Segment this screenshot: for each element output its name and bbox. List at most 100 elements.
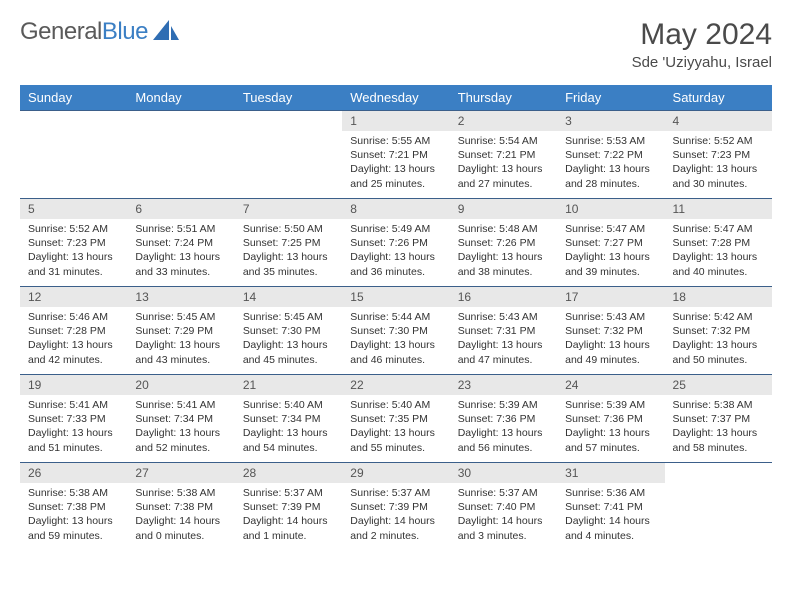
day-info: Sunrise: 5:48 AMSunset: 7:26 PMDaylight:…	[450, 219, 557, 285]
day-cell: 18Sunrise: 5:42 AMSunset: 7:32 PMDayligh…	[665, 287, 772, 375]
day-number: 22	[342, 375, 449, 395]
day-number: 7	[235, 199, 342, 219]
day-number: 18	[665, 287, 772, 307]
sunrise-line: Sunrise: 5:48 AM	[458, 222, 549, 236]
daylight-line: Daylight: 13 hours and 42 minutes.	[28, 338, 119, 366]
day-cell: 1Sunrise: 5:55 AMSunset: 7:21 PMDaylight…	[342, 111, 449, 199]
day-number: 14	[235, 287, 342, 307]
daylight-line: Daylight: 13 hours and 39 minutes.	[565, 250, 656, 278]
day-cell: 24Sunrise: 5:39 AMSunset: 7:36 PMDayligh…	[557, 375, 664, 463]
sunrise-line: Sunrise: 5:38 AM	[135, 486, 226, 500]
sunrise-line: Sunrise: 5:49 AM	[350, 222, 441, 236]
day-number: 26	[20, 463, 127, 483]
sunrise-line: Sunrise: 5:42 AM	[673, 310, 764, 324]
sunrise-line: Sunrise: 5:37 AM	[458, 486, 549, 500]
sunset-line: Sunset: 7:36 PM	[458, 412, 549, 426]
sail-icon	[153, 20, 179, 45]
day-cell: 9Sunrise: 5:48 AMSunset: 7:26 PMDaylight…	[450, 199, 557, 287]
daylight-line: Daylight: 13 hours and 43 minutes.	[135, 338, 226, 366]
day-number: 28	[235, 463, 342, 483]
day-cell: 10Sunrise: 5:47 AMSunset: 7:27 PMDayligh…	[557, 199, 664, 287]
day-cell: 26 Sunrise: 5:38 AMSunset: 7:38 PMDayligh…	[20, 463, 127, 551]
daylight-line: Daylight: 13 hours and 38 minutes.	[458, 250, 549, 278]
calendar-table: SundayMondayTuesdayWednesdayThursdayFrid…	[20, 85, 772, 551]
sunset-line: Sunset: 7:34 PM	[135, 412, 226, 426]
sunset-line: Sunset: 7:32 PM	[565, 324, 656, 338]
daylight-line: Daylight: 13 hours and 31 minutes.	[28, 250, 119, 278]
day-info: Sunrise: 5:47 AMSunset: 7:28 PMDaylight:…	[665, 219, 772, 285]
day-number: 4	[665, 111, 772, 131]
day-info: Sunrise: 5:50 AMSunset: 7:25 PMDaylight:…	[235, 219, 342, 285]
daylight-line: Daylight: 13 hours and 47 minutes.	[458, 338, 549, 366]
day-info: Sunrise: 5:46 AMSunset: 7:28 PMDaylight:…	[20, 307, 127, 373]
day-info: Sunrise: 5:40 AMSunset: 7:34 PMDaylight:…	[235, 395, 342, 461]
day-info: Sunrise: 5:45 AMSunset: 7:29 PMDaylight:…	[127, 307, 234, 373]
day-number: 17	[557, 287, 664, 307]
sunset-line: Sunset: 7:33 PM	[28, 412, 119, 426]
day-cell	[127, 111, 234, 199]
day-info: Sunrise: 5:36 AMSunset: 7:41 PMDaylight:…	[557, 483, 664, 549]
daylight-line: Daylight: 13 hours and 58 minutes.	[673, 426, 764, 454]
daylight-line: Daylight: 13 hours and 52 minutes.	[135, 426, 226, 454]
logo-word2: Blue	[102, 18, 148, 45]
day-number: 23	[450, 375, 557, 395]
day-info: Sunrise: 5:55 AMSunset: 7:21 PMDaylight:…	[342, 131, 449, 197]
daylight-line: Daylight: 13 hours and 55 minutes.	[350, 426, 441, 454]
day-number: 2	[450, 111, 557, 131]
day-header-cell: Friday	[557, 85, 664, 111]
sunset-line: Sunset: 7:30 PM	[243, 324, 334, 338]
sunset-line: Sunset: 7:29 PM	[135, 324, 226, 338]
day-info: Sunrise: 5:37 AMSunset: 7:39 PMDaylight:…	[342, 483, 449, 549]
day-info: Sunrise: 5:45 AMSunset: 7:30 PMDaylight:…	[235, 307, 342, 373]
day-cell: 31Sunrise: 5:36 AMSunset: 7:41 PMDayligh…	[557, 463, 664, 551]
day-cell: 11Sunrise: 5:47 AMSunset: 7:28 PMDayligh…	[665, 199, 772, 287]
day-cell: 6Sunrise: 5:51 AMSunset: 7:24 PMDaylight…	[127, 199, 234, 287]
sunrise-line: Sunrise: 5:47 AM	[565, 222, 656, 236]
day-number: 25	[665, 375, 772, 395]
day-header-cell: Saturday	[665, 85, 772, 111]
day-cell: 15Sunrise: 5:44 AMSunset: 7:30 PMDayligh…	[342, 287, 449, 375]
daylight-line: Daylight: 13 hours and 36 minutes.	[350, 250, 441, 278]
sunrise-line: Sunrise: 5:39 AM	[565, 398, 656, 412]
sunrise-line: Sunrise: 5:36 AM	[565, 486, 656, 500]
day-info: Sunrise: 5:41 AMSunset: 7:33 PMDaylight:…	[20, 395, 127, 461]
sunset-line: Sunset: 7:31 PM	[458, 324, 549, 338]
day-info: Sunrise: 5:43 AMSunset: 7:32 PMDaylight:…	[557, 307, 664, 373]
sunset-line: Sunset: 7:40 PM	[458, 500, 549, 514]
day-cell: 23Sunrise: 5:39 AMSunset: 7:36 PMDayligh…	[450, 375, 557, 463]
sunrise-line: Sunrise: 5:38 AM	[28, 486, 119, 500]
sunrise-line: Sunrise: 5:43 AM	[565, 310, 656, 324]
daylight-line: Daylight: 14 hours and 4 minutes.	[565, 514, 656, 542]
day-cell: 22Sunrise: 5:40 AMSunset: 7:35 PMDayligh…	[342, 375, 449, 463]
sunset-line: Sunset: 7:22 PM	[565, 148, 656, 162]
day-number: 30	[450, 463, 557, 483]
day-number: 3	[557, 111, 664, 131]
sunset-line: Sunset: 7:27 PM	[565, 236, 656, 250]
sunset-line: Sunset: 7:41 PM	[565, 500, 656, 514]
day-cell	[235, 111, 342, 199]
day-header-cell: Tuesday	[235, 85, 342, 111]
sunset-line: Sunset: 7:23 PM	[673, 148, 764, 162]
daylight-line: Daylight: 13 hours and 40 minutes.	[673, 250, 764, 278]
sunset-line: Sunset: 7:26 PM	[458, 236, 549, 250]
day-header-cell: Sunday	[20, 85, 127, 111]
sunset-line: Sunset: 7:34 PM	[243, 412, 334, 426]
day-info: Sunrise: 5:52 AMSunset: 7:23 PMDaylight:…	[665, 131, 772, 197]
sunrise-line: Sunrise: 5:40 AM	[243, 398, 334, 412]
sunset-line: Sunset: 7:38 PM	[28, 500, 119, 514]
sunset-line: Sunset: 7:37 PM	[673, 412, 764, 426]
day-number: 15	[342, 287, 449, 307]
daylight-line: Daylight: 13 hours and 30 minutes.	[673, 162, 764, 190]
sunrise-line: Sunrise: 5:45 AM	[135, 310, 226, 324]
week-row: 26Sunrise: 5:38 AMSunset: 7:38 PMDayligh…	[20, 463, 772, 551]
sunrise-line: Sunrise: 5:41 AM	[135, 398, 226, 412]
sunset-line: Sunset: 7:38 PM	[135, 500, 226, 514]
day-cell: 8Sunrise: 5:49 AMSunset: 7:26 PMDaylight…	[342, 199, 449, 287]
daylight-line: Daylight: 13 hours and 59 minutes.	[28, 514, 119, 542]
day-cell: 28Sunrise: 5:37 AMSunset: 7:39 PMDayligh…	[235, 463, 342, 551]
day-header-cell: Monday	[127, 85, 234, 111]
daylight-line: Daylight: 13 hours and 35 minutes.	[243, 250, 334, 278]
day-cell: 3Sunrise: 5:53 AMSunset: 7:22 PMDaylight…	[557, 111, 664, 199]
day-info: Sunrise: 5:51 AMSunset: 7:24 PMDaylight:…	[127, 219, 234, 285]
day-info: Sunrise: 5:38 AMSunset: 7:37 PMDaylight:…	[665, 395, 772, 461]
